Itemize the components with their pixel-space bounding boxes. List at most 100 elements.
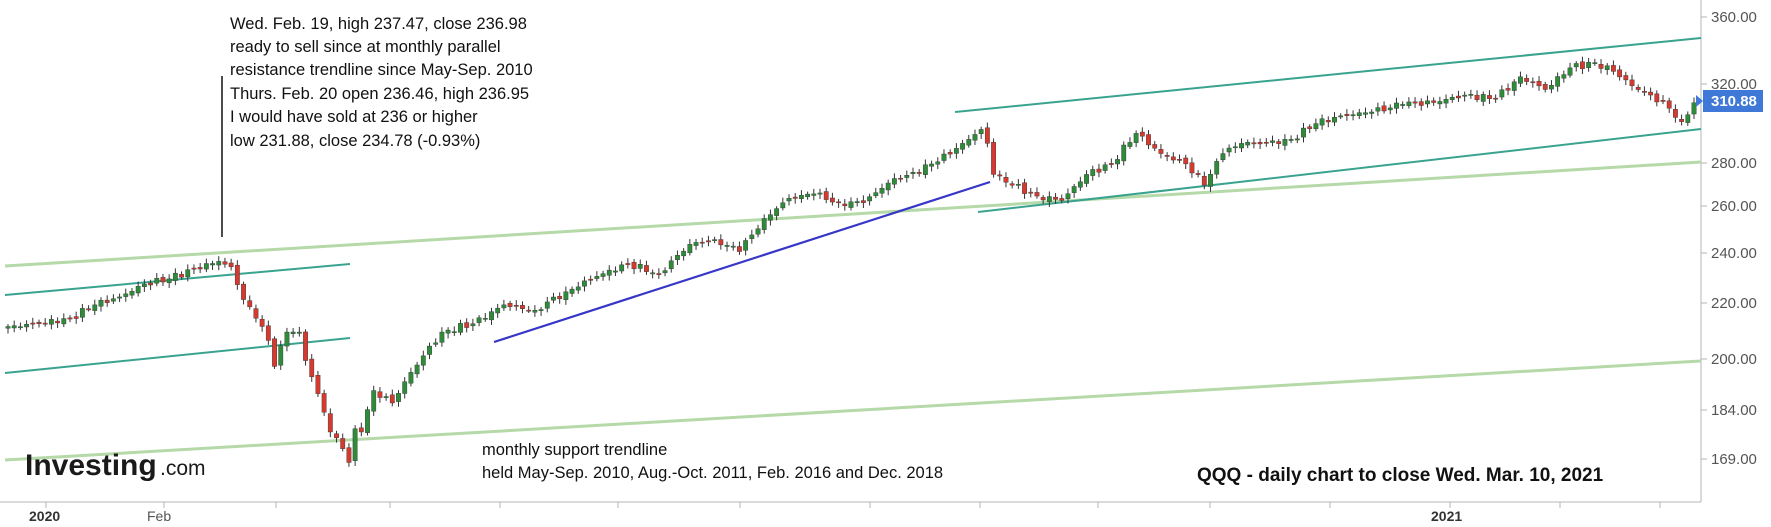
candle-body [1170,156,1176,161]
candle-body [1499,89,1505,98]
candle-body [1288,139,1294,141]
candle-body [123,293,129,297]
y-tick-label: 260.00 [1711,198,1757,215]
candle-body [1177,159,1182,161]
candle-body [817,192,823,195]
candle-body [1350,114,1356,117]
candle-body [334,433,339,439]
candle-body [631,261,637,270]
candle-body [61,318,67,325]
candle-body [210,263,215,266]
support-annotation: monthly support trendline held May-Sep. … [482,441,943,482]
candle-body [582,280,587,287]
candle-body [1356,112,1362,116]
x-axis-ticks: 2020 Feb 2021 [29,502,1661,524]
candle-body [290,331,296,334]
candle-body [216,261,222,266]
candle-body [644,265,649,272]
candle-body [1040,197,1046,201]
candle-body [1617,69,1623,78]
candle-body [185,269,191,278]
x-tick-label-2021: 2021 [1431,508,1462,524]
candle-body [489,311,494,321]
candle-body [265,325,271,341]
candle-body [799,195,804,199]
candle-body [1301,127,1306,138]
candle-body [315,375,321,394]
candle-body [1208,174,1213,187]
candle-body [1400,104,1406,106]
candle-body [1319,118,1325,126]
candle-body [1046,196,1052,202]
candle-body [1294,138,1300,141]
candle-body [117,296,122,299]
annotation-line: resistance trendline since May-Sep. 2010 [230,61,533,79]
candle-body [1183,157,1189,165]
candle-body [1022,182,1027,194]
candle-body [1245,141,1251,146]
candle-body [848,201,854,208]
chart-caption: QQQ - daily chart to close Wed. Mar. 10,… [1197,465,1604,486]
candle-body [365,409,370,433]
candle-body [972,134,978,141]
candle-body [241,283,246,300]
candle-body [464,322,470,328]
candle-body [687,244,693,254]
y-tick-label: 280.00 [1711,155,1757,172]
candle-body [1164,155,1170,157]
y-tick-label: 220.00 [1711,295,1757,312]
late-channel-lower [977,128,1702,213]
candle-body [1666,100,1672,109]
candle-body [1648,91,1654,96]
candle-body [1139,131,1145,137]
candle-body [637,264,643,269]
candle-body [154,278,160,284]
candle-body [284,331,290,347]
candle-body [755,228,761,235]
candle-body [625,263,631,265]
candle-body [495,307,501,314]
candle-body [501,304,507,309]
candle-body [860,200,866,203]
candle-body [600,273,606,277]
candle-body [953,148,959,154]
candle-body [1381,105,1387,112]
candle-body [1685,114,1691,123]
candle-body [1059,198,1065,201]
candle-body [1282,139,1288,146]
candle-body [1028,191,1034,194]
candle-body [17,326,23,329]
candle-body [1009,183,1015,186]
candle-body [135,285,141,294]
candle-body [433,342,439,345]
candle-body [551,296,556,301]
candle-body [321,393,327,413]
candle-body [1412,101,1418,104]
candle-body [30,322,36,325]
candle-body [854,201,860,203]
candle-body [563,291,569,300]
candle-body [792,196,798,199]
candle-body [414,364,420,375]
candle-body [197,267,203,270]
candle-body [42,322,48,325]
last-price-label: 310.88 [1711,93,1757,110]
candle-body [1580,61,1585,69]
candle-body [1344,113,1350,116]
candle-body [389,394,395,404]
candle-body [1239,143,1244,149]
candle-body [1425,100,1430,105]
candle-body [1673,108,1678,118]
candle-body [346,447,352,463]
candle-body [1226,147,1232,153]
candle-body [1338,115,1344,118]
candle-body [737,246,742,252]
candle-body [1561,74,1567,79]
candle-body [1394,102,1399,109]
candle-body [296,331,302,334]
candle-body [1437,101,1443,105]
candle-body [1654,93,1660,103]
candle-body [203,263,209,270]
candle-body [544,301,550,309]
